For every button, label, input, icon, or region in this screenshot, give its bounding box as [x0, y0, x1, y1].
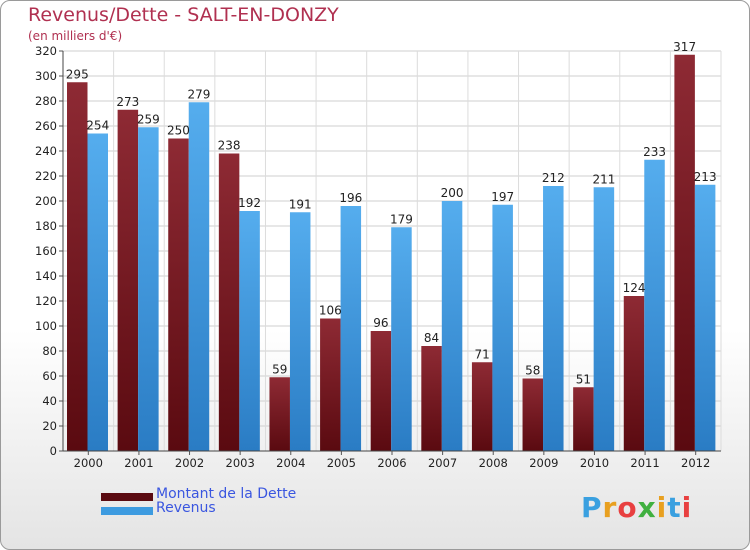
- data-label: 250: [167, 124, 190, 138]
- bar-debt: [117, 109, 139, 451]
- chart-title: Revenus/Dette - SALT-EN-DONZY: [28, 4, 339, 26]
- data-label: 58: [525, 364, 540, 378]
- bar-revenue: [441, 201, 463, 451]
- y-tick-label: 200: [35, 194, 57, 208]
- bar-debt: [320, 318, 341, 451]
- y-tick-label: 180: [35, 219, 57, 233]
- bar-debt: [218, 153, 240, 451]
- y-tick-label: 100: [35, 319, 57, 333]
- data-labels: 295 254 273 259 250 279 238 192 59 191 106 196 96 179…: [66, 40, 717, 387]
- y-tick-label: 60: [42, 369, 57, 383]
- y-tick-label: 220: [35, 169, 57, 183]
- y-tick-label: 320: [35, 44, 57, 58]
- data-label: 295: [66, 67, 89, 81]
- data-label: 84: [424, 331, 439, 345]
- x-tick-label: 2002: [175, 456, 204, 470]
- y-tick-label: 0: [50, 444, 57, 458]
- bar-debt: [269, 377, 290, 451]
- data-label: 213: [694, 170, 717, 184]
- data-label: 71: [475, 347, 490, 361]
- data-label: 192: [238, 196, 261, 210]
- data-label: 259: [137, 112, 160, 126]
- x-tick-label: 2005: [327, 456, 356, 470]
- x-tick-label: 2006: [377, 456, 406, 470]
- x-tick-label: 2001: [124, 456, 153, 470]
- bar-debt: [573, 387, 594, 451]
- bar-revenue: [391, 227, 412, 451]
- x-tick-label: 2008: [479, 456, 508, 470]
- bar-debt: [370, 331, 392, 451]
- bar-debt: [674, 54, 695, 451]
- bar-revenue: [593, 187, 615, 451]
- data-label: 124: [623, 281, 646, 295]
- y-tick-label: 120: [35, 294, 57, 308]
- data-label: 196: [339, 191, 362, 205]
- bar-debt: [421, 346, 442, 451]
- proxiti-logo: Proxiti: [581, 491, 693, 524]
- data-label: 191: [289, 197, 312, 211]
- data-label: 200: [441, 186, 464, 200]
- bar-revenue: [289, 212, 311, 451]
- x-tick-label: 2007: [428, 456, 457, 470]
- y-tick-label: 140: [35, 269, 57, 283]
- axes: 0 20 40 60 80 100 120 140 160 180 200 220 240 260 280 3…: [35, 44, 721, 470]
- bar-revenue: [239, 211, 260, 451]
- data-label: 254: [86, 119, 109, 133]
- y-tick-label: 80: [42, 344, 57, 358]
- data-label: 279: [188, 87, 211, 101]
- bar-revenue: [644, 159, 665, 451]
- x-tick-label: 2004: [276, 456, 305, 470]
- bar-revenue: [492, 204, 513, 451]
- data-label: 106: [319, 304, 342, 318]
- data-label: 59: [272, 362, 287, 376]
- bar-debt: [168, 138, 189, 451]
- bar-debt: [522, 378, 544, 451]
- data-label: 197: [491, 190, 514, 204]
- data-label: 238: [218, 139, 241, 153]
- y-tick-label: 260: [35, 119, 57, 133]
- data-label: 233: [643, 145, 666, 159]
- bar-revenue: [543, 186, 564, 451]
- data-label: 51: [576, 372, 591, 386]
- y-tick-label: 300: [35, 69, 57, 83]
- y-tick-label: 240: [35, 144, 57, 158]
- x-tick-label: 2009: [529, 456, 558, 470]
- x-tick-label: 2011: [630, 456, 659, 470]
- legend-label-debt: Montant de la Dette: [156, 486, 297, 502]
- bar-debt: [471, 362, 493, 451]
- x-tick-label: 2003: [226, 456, 255, 470]
- x-tick-label: 2010: [580, 456, 609, 470]
- y-tick-label: 160: [35, 244, 57, 258]
- data-label: 211: [592, 172, 615, 186]
- y-tick-label: 20: [42, 419, 57, 433]
- x-tick-label: 2012: [681, 456, 710, 470]
- bar-revenue: [340, 206, 362, 451]
- bar-revenue: [188, 102, 210, 451]
- bar-revenue: [87, 133, 108, 451]
- x-tick-label: 2000: [74, 456, 103, 470]
- data-label: 273: [116, 95, 139, 109]
- data-label: 317: [673, 40, 696, 54]
- bar-revenue: [138, 127, 159, 451]
- data-label: 96: [373, 316, 388, 330]
- bars: [67, 54, 716, 451]
- data-label: 179: [390, 212, 413, 226]
- legend-label-revenue: Revenus: [156, 500, 216, 516]
- chart-subtitle: (en milliers d'€): [28, 29, 123, 43]
- legend-swatch-revenue: [101, 507, 153, 515]
- y-tick-label: 40: [42, 394, 57, 408]
- y-tick-label: 280: [35, 94, 57, 108]
- bar-debt: [623, 296, 645, 451]
- data-label: 212: [542, 171, 565, 185]
- bar-revenue: [694, 184, 716, 451]
- bar-debt: [67, 82, 88, 451]
- legend-swatch-debt: [101, 493, 153, 501]
